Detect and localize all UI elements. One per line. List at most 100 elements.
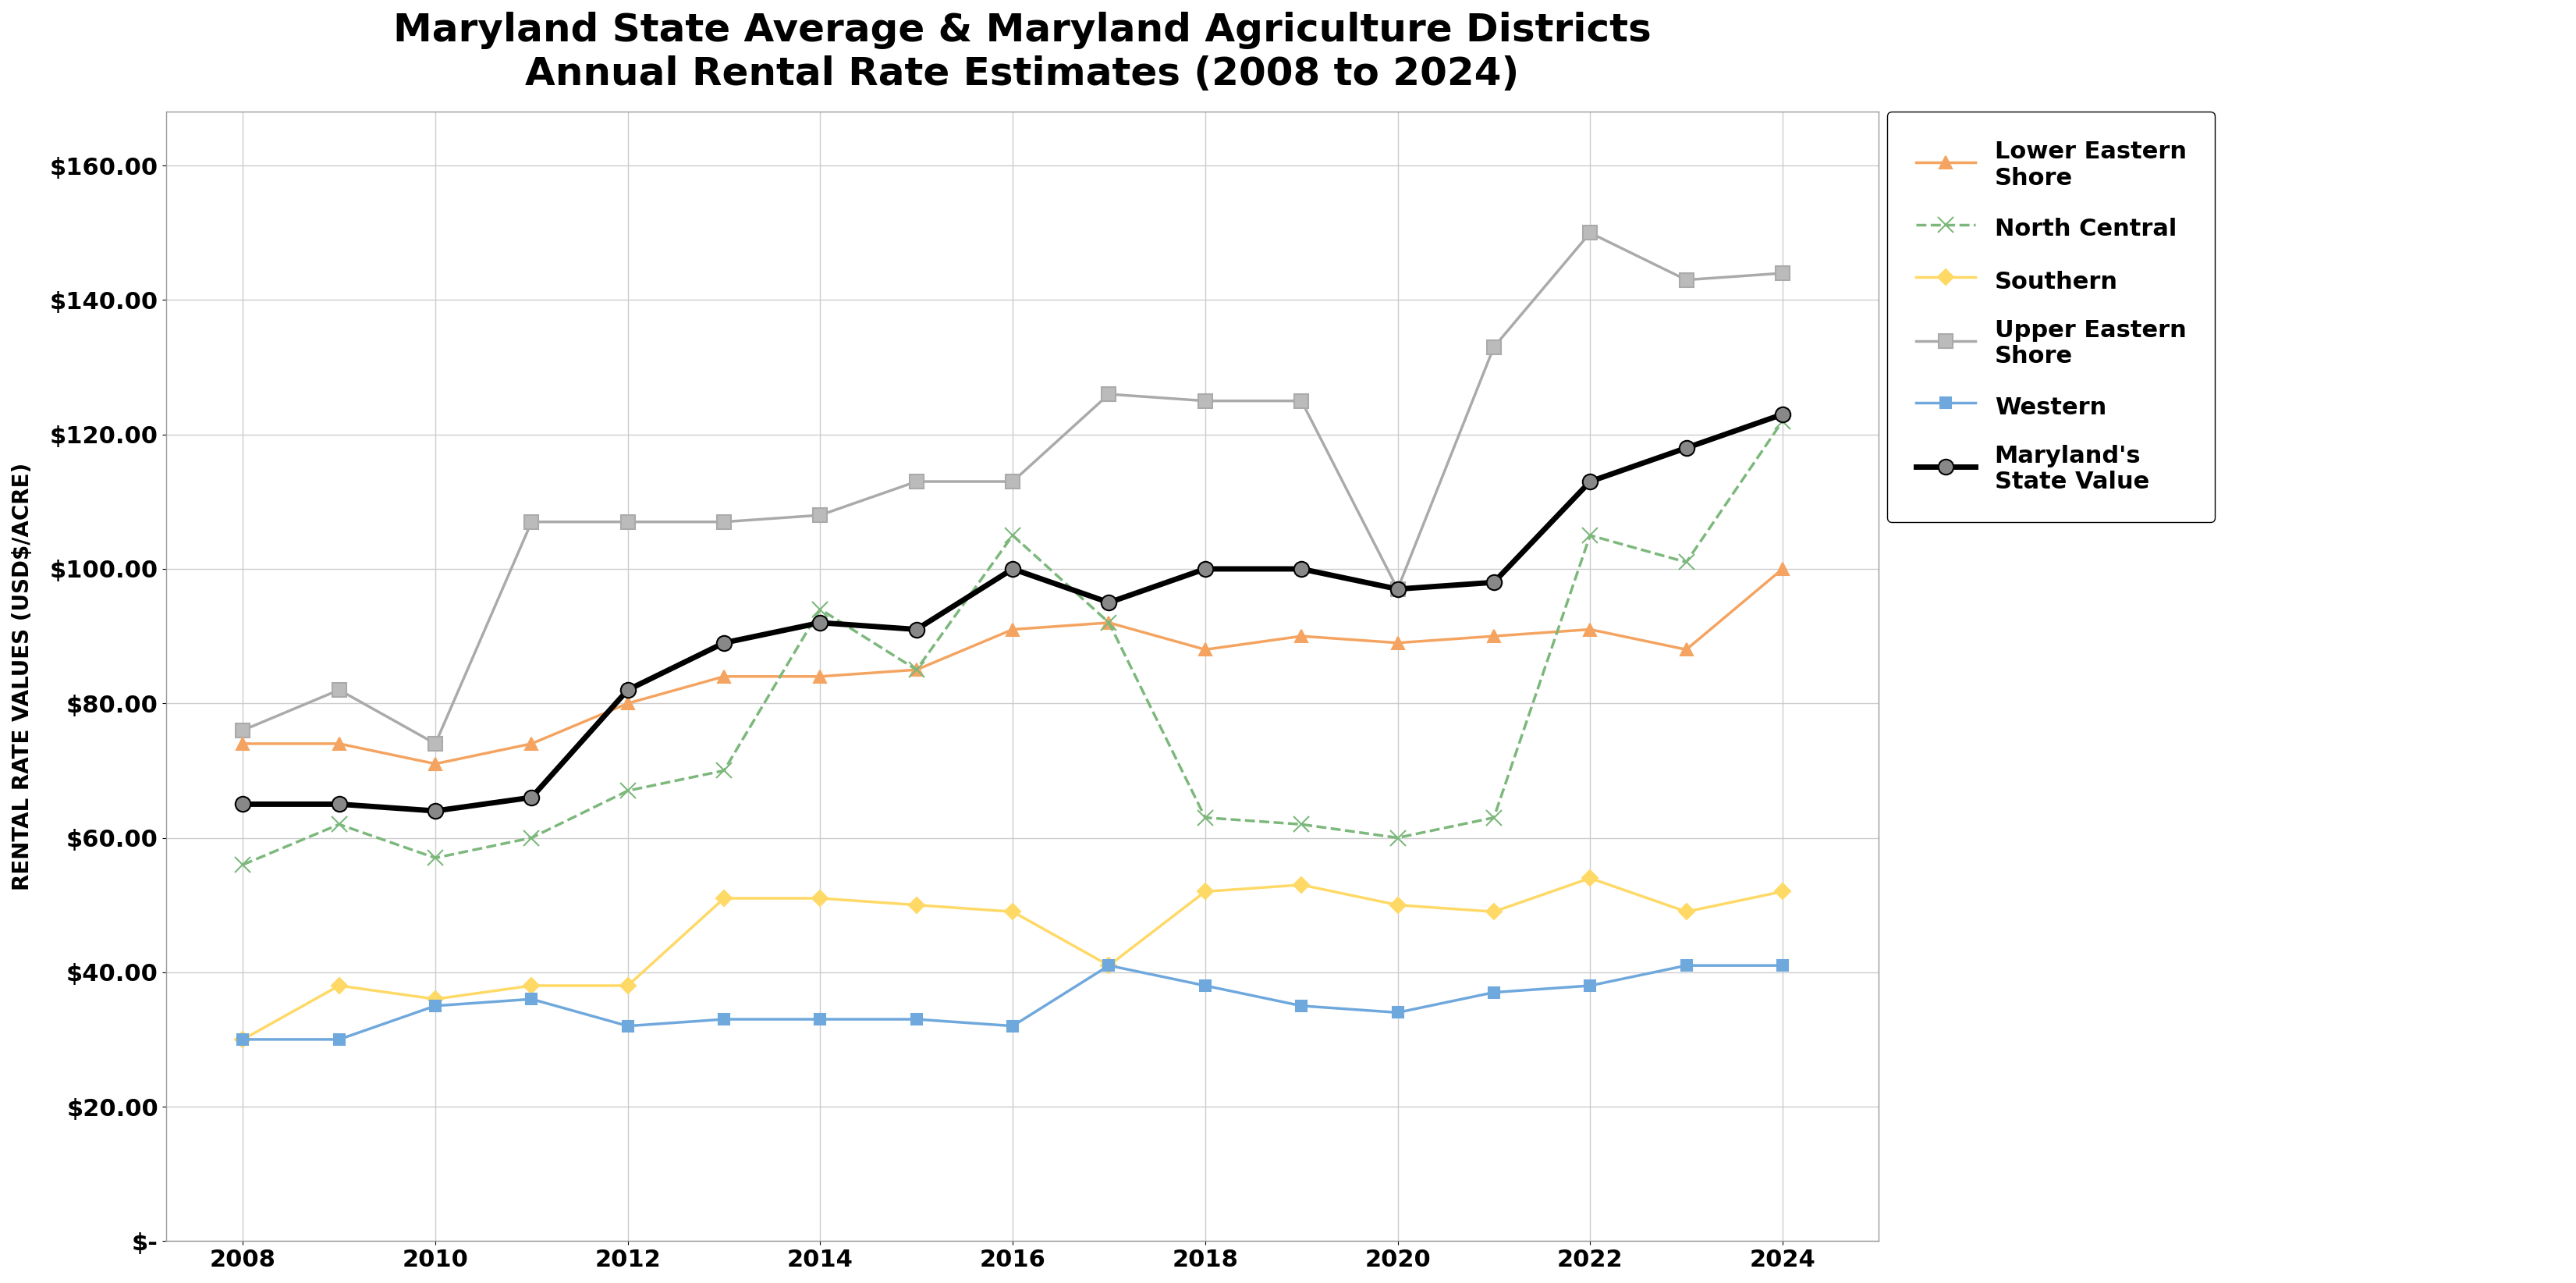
Western xyxy=(1190,978,1221,993)
Southern xyxy=(997,905,1028,920)
Lower Eastern
Shore xyxy=(997,622,1028,638)
Maryland's
State Value xyxy=(1285,561,1316,576)
Western xyxy=(1767,958,1798,974)
Southern xyxy=(420,992,451,1007)
Maryland's
State Value xyxy=(708,635,739,650)
Maryland's
State Value xyxy=(1672,440,1703,455)
Western xyxy=(1672,958,1703,974)
Line: Western: Western xyxy=(237,960,1788,1044)
Lower Eastern
Shore xyxy=(420,756,451,771)
Upper Eastern
Shore xyxy=(1767,266,1798,281)
Lower Eastern
Shore xyxy=(902,662,933,677)
Southern xyxy=(1479,905,1510,920)
Southern xyxy=(902,897,933,912)
Upper Eastern
Shore xyxy=(515,514,546,530)
Lower Eastern
Shore xyxy=(227,736,258,752)
Southern xyxy=(1285,878,1316,893)
North Central xyxy=(613,783,644,798)
Lower Eastern
Shore xyxy=(1672,642,1703,657)
North Central xyxy=(1767,413,1798,429)
Southern xyxy=(515,978,546,993)
Lower Eastern
Shore xyxy=(1190,642,1221,657)
Maryland's
State Value xyxy=(804,615,835,630)
Line: North Central: North Central xyxy=(234,413,1790,872)
Upper Eastern
Shore xyxy=(325,683,355,698)
Line: Lower Eastern
Shore: Lower Eastern Shore xyxy=(237,562,1790,770)
Upper Eastern
Shore xyxy=(1672,272,1703,287)
Western xyxy=(708,1011,739,1026)
Southern xyxy=(1190,884,1221,899)
Upper Eastern
Shore xyxy=(1190,393,1221,408)
Upper Eastern
Shore xyxy=(708,514,739,530)
Western xyxy=(325,1032,355,1047)
Western xyxy=(804,1011,835,1026)
Western xyxy=(997,1019,1028,1034)
Lower Eastern
Shore xyxy=(1574,622,1605,638)
Y-axis label: RENTAL RATE VALUES (USD$/ACRE): RENTAL RATE VALUES (USD$/ACRE) xyxy=(13,463,33,890)
Line: Upper Eastern
Shore: Upper Eastern Shore xyxy=(237,226,1790,751)
North Central xyxy=(804,602,835,617)
North Central xyxy=(1383,830,1414,845)
Lower Eastern
Shore xyxy=(1092,615,1123,630)
Maryland's
State Value xyxy=(325,797,355,812)
North Central xyxy=(1092,615,1123,630)
North Central xyxy=(997,527,1028,543)
Western xyxy=(227,1032,258,1047)
Maryland's
State Value xyxy=(1383,581,1414,597)
Southern xyxy=(1092,958,1123,974)
Southern xyxy=(227,1032,258,1047)
Lower Eastern
Shore xyxy=(1767,561,1798,576)
Maryland's
State Value xyxy=(420,803,451,819)
Southern xyxy=(1574,870,1605,885)
Southern xyxy=(708,890,739,906)
Western xyxy=(1285,998,1316,1014)
Maryland's
State Value xyxy=(613,683,644,698)
Southern xyxy=(804,890,835,906)
Western xyxy=(420,998,451,1014)
Lower Eastern
Shore xyxy=(515,736,546,752)
Upper Eastern
Shore xyxy=(1574,225,1605,240)
Lower Eastern
Shore xyxy=(613,695,644,711)
North Central xyxy=(1190,810,1221,825)
Maryland's
State Value xyxy=(1767,407,1798,422)
Southern xyxy=(1383,897,1414,912)
Upper Eastern
Shore xyxy=(1383,581,1414,597)
Maryland's
State Value xyxy=(997,561,1028,576)
North Central xyxy=(1479,810,1510,825)
North Central xyxy=(1574,527,1605,543)
Maryland's
State Value xyxy=(1092,595,1123,611)
Lower Eastern
Shore xyxy=(708,668,739,684)
North Central xyxy=(515,830,546,845)
Western xyxy=(515,992,546,1007)
Title: Maryland State Average & Maryland Agriculture Districts
Annual Rental Rate Estim: Maryland State Average & Maryland Agricu… xyxy=(394,12,1651,92)
Lower Eastern
Shore xyxy=(1383,635,1414,650)
Western xyxy=(613,1019,644,1034)
North Central xyxy=(1672,554,1703,570)
North Central xyxy=(1285,817,1316,833)
Maryland's
State Value xyxy=(227,797,258,812)
Maryland's
State Value xyxy=(1479,575,1510,590)
Maryland's
State Value xyxy=(515,790,546,806)
Maryland's
State Value xyxy=(1574,473,1605,489)
Legend: Lower Eastern
Shore, North Central, Southern, Upper Eastern
Shore, Western, Mary: Lower Eastern Shore, North Central, Sout… xyxy=(1888,112,2215,522)
North Central xyxy=(227,857,258,872)
Upper Eastern
Shore xyxy=(420,736,451,752)
Upper Eastern
Shore xyxy=(902,473,933,489)
Southern xyxy=(1672,905,1703,920)
Line: Southern: Southern xyxy=(237,872,1788,1044)
Upper Eastern
Shore xyxy=(227,722,258,738)
Western xyxy=(1092,958,1123,974)
Southern xyxy=(325,978,355,993)
Lower Eastern
Shore xyxy=(1479,629,1510,644)
Southern xyxy=(613,978,644,993)
Southern xyxy=(1767,884,1798,899)
Maryland's
State Value xyxy=(902,622,933,638)
North Central xyxy=(420,851,451,866)
North Central xyxy=(902,662,933,677)
Lower Eastern
Shore xyxy=(804,668,835,684)
Upper Eastern
Shore xyxy=(1285,393,1316,408)
Lower Eastern
Shore xyxy=(325,736,355,752)
North Central xyxy=(708,763,739,779)
Western xyxy=(902,1011,933,1026)
Line: Maryland's
State Value: Maryland's State Value xyxy=(234,407,1790,819)
